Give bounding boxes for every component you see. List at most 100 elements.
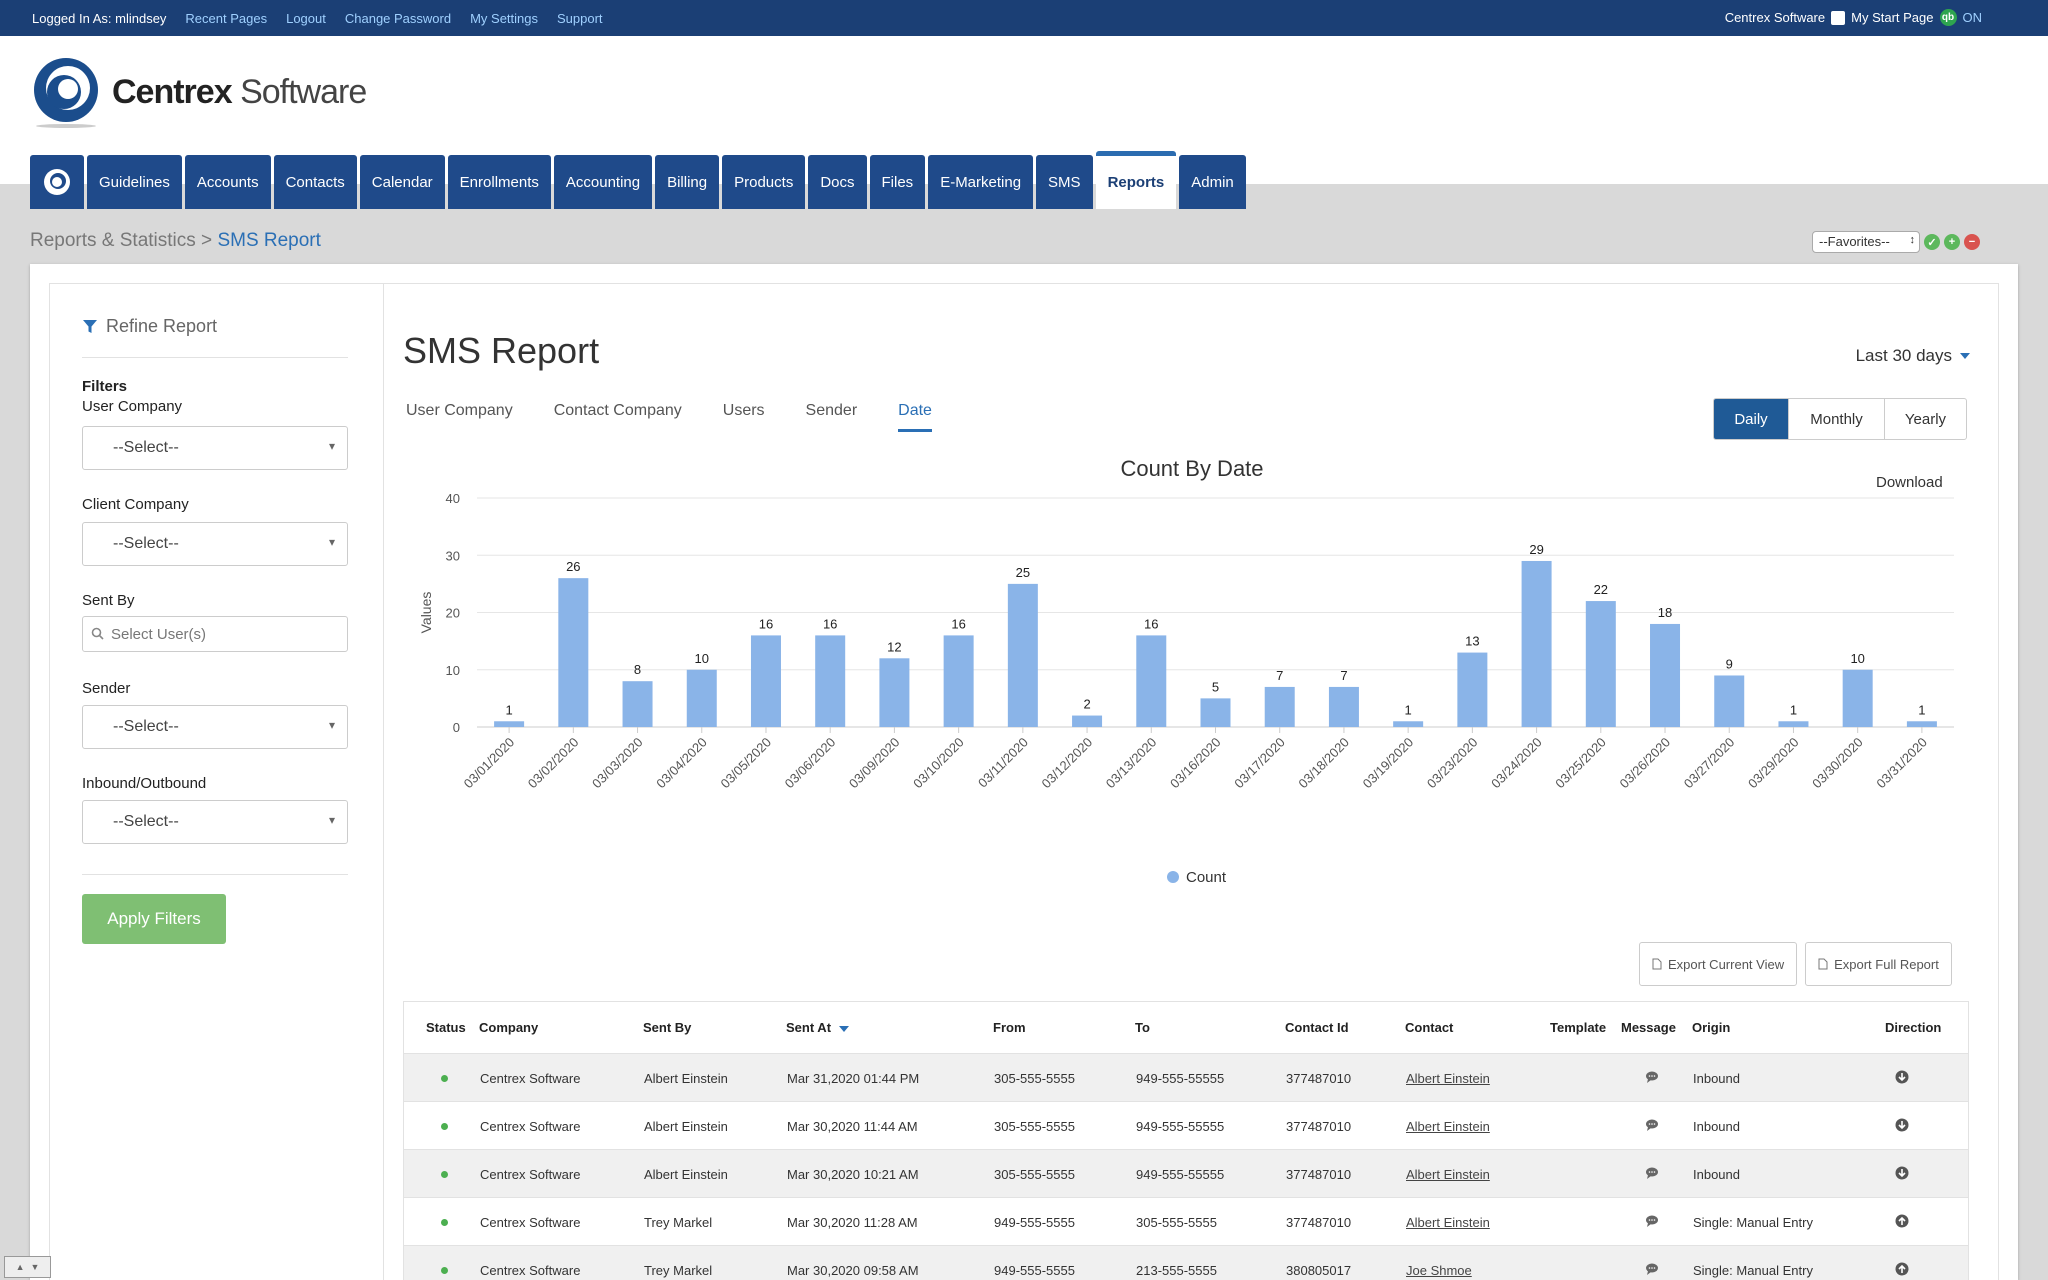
tab-products[interactable]: Products: [722, 155, 806, 209]
col-template[interactable]: Template: [1550, 1020, 1607, 1035]
bar[interactable]: [815, 635, 846, 727]
export-full-report-button[interactable]: Export Full Report: [1805, 942, 1952, 986]
tab-reports[interactable]: Reports: [1095, 151, 1177, 209]
bar[interactable]: [1200, 698, 1231, 727]
col-contact[interactable]: Contact: [1405, 1020, 1454, 1035]
col-contact-id[interactable]: Contact Id: [1285, 1020, 1349, 1035]
col-direction[interactable]: Direction: [1885, 1020, 1942, 1035]
bar[interactable]: [1136, 635, 1167, 727]
table-row[interactable]: Centrex Software Albert Einstein Mar 30,20…: [404, 1150, 1968, 1198]
cell-contact[interactable]: Albert Einstein: [1406, 1215, 1490, 1230]
add-favorite-icon[interactable]: +: [1944, 234, 1960, 250]
tab-calendar[interactable]: Calendar: [359, 155, 445, 209]
bar[interactable]: [1714, 675, 1745, 727]
export-buttons: Export Current View Export Full Report: [1639, 942, 1952, 986]
tab-enrollments[interactable]: Enrollments: [447, 155, 551, 209]
message-icon[interactable]: [1645, 1166, 1659, 1180]
download-button[interactable]: Download: [1876, 474, 1943, 491]
bar[interactable]: [1906, 721, 1937, 727]
export-current-view-button[interactable]: Export Current View: [1639, 942, 1798, 986]
apply-filters-button[interactable]: Apply Filters: [82, 894, 226, 944]
tab-contact-company[interactable]: Contact Company: [553, 402, 682, 419]
col-sent-by[interactable]: Sent By: [643, 1020, 692, 1035]
bar[interactable]: [1457, 652, 1488, 727]
bar[interactable]: [943, 635, 974, 727]
message-icon[interactable]: [1645, 1118, 1659, 1132]
bar[interactable]: [1650, 623, 1681, 727]
period-monthly-button[interactable]: Monthly: [1788, 399, 1884, 439]
bar[interactable]: [879, 658, 910, 727]
bar[interactable]: [1585, 601, 1616, 727]
support-link[interactable]: Support: [557, 11, 603, 26]
bar[interactable]: [750, 635, 781, 727]
col-from[interactable]: From: [993, 1020, 1026, 1035]
scroll-toggle-button[interactable]: ▲ ▼: [4, 1256, 51, 1278]
bar[interactable]: [1778, 721, 1809, 727]
qb-status[interactable]: ON: [1962, 10, 1983, 25]
table-row[interactable]: Centrex Software Trey Markel Mar 30,2020 0…: [404, 1246, 1968, 1280]
cell-contact[interactable]: Albert Einstein: [1406, 1119, 1490, 1134]
col-sent-at[interactable]: Sent At: [786, 1020, 850, 1035]
tab-e-marketing[interactable]: E-Marketing: [928, 155, 1034, 209]
direction-select[interactable]: --Select--: [82, 800, 348, 844]
table-row[interactable]: Centrex Software Albert Einstein Mar 30,20…: [404, 1102, 1968, 1150]
tab-files[interactable]: Files: [869, 155, 926, 209]
user-company-select[interactable]: --Select--: [82, 426, 348, 470]
bar[interactable]: [494, 721, 525, 727]
bar[interactable]: [1007, 583, 1038, 727]
table-row[interactable]: Centrex Software Trey Markel Mar 30,2020 1…: [404, 1198, 1968, 1246]
bar[interactable]: [622, 681, 653, 727]
table-row[interactable]: Centrex Software Albert Einstein Mar 31,20…: [404, 1054, 1968, 1102]
tab-guidelines[interactable]: Guidelines: [87, 155, 182, 209]
col-company[interactable]: Company: [479, 1020, 539, 1035]
sender-select[interactable]: --Select--: [82, 705, 348, 749]
client-company-select[interactable]: --Select--: [82, 522, 348, 566]
message-icon[interactable]: [1645, 1214, 1659, 1228]
period-yearly-button[interactable]: Yearly: [1884, 399, 1966, 439]
bar[interactable]: [1328, 686, 1359, 727]
tab-accounting[interactable]: Accounting: [553, 155, 653, 209]
tab-home[interactable]: [30, 155, 84, 209]
cell-contact[interactable]: Albert Einstein: [1406, 1071, 1490, 1086]
period-daily-button[interactable]: Daily: [1714, 399, 1788, 439]
check-icon[interactable]: ✓: [1924, 234, 1940, 250]
tab-user-company[interactable]: User Company: [406, 402, 513, 419]
tab-admin[interactable]: Admin: [1179, 155, 1246, 209]
bar[interactable]: [1842, 669, 1873, 727]
bar[interactable]: [558, 578, 589, 727]
breadcrumb-parent[interactable]: Reports & Statistics: [30, 230, 196, 251]
tab-docs[interactable]: Docs: [808, 155, 867, 209]
bar[interactable]: [1072, 715, 1103, 727]
tab-sms[interactable]: SMS: [1036, 155, 1093, 209]
bar[interactable]: [686, 669, 717, 727]
start-page-checkbox[interactable]: [1831, 10, 1846, 25]
tab-accounts[interactable]: Accounts: [184, 155, 271, 209]
bar[interactable]: [1393, 721, 1424, 727]
tab-contacts[interactable]: Contacts: [273, 155, 357, 209]
logout-link[interactable]: Logout: [286, 11, 326, 26]
tab-billing[interactable]: Billing: [655, 155, 720, 209]
change-password-link[interactable]: Change Password: [344, 11, 452, 26]
logo[interactable]: Centrex Software: [30, 56, 367, 128]
col-to[interactable]: To: [1135, 1020, 1150, 1035]
main-nav: Guidelines Accounts Contacts Calendar En…: [30, 151, 1246, 209]
legend-label[interactable]: Count: [1186, 869, 1227, 886]
remove-favorite-icon[interactable]: −: [1964, 234, 1980, 250]
quickbooks-icon[interactable]: qb: [1939, 9, 1957, 26]
bar[interactable]: [1264, 686, 1295, 727]
tab-date[interactable]: Date: [898, 402, 932, 432]
message-icon[interactable]: [1645, 1262, 1659, 1276]
tab-users[interactable]: Users: [722, 402, 765, 419]
cell-contact[interactable]: Albert Einstein: [1406, 1167, 1490, 1182]
date-range-dropdown[interactable]: Last 30 days: [1856, 346, 1970, 366]
cell-contact[interactable]: Joe Shmoe: [1406, 1263, 1472, 1278]
my-settings-link[interactable]: My Settings: [470, 11, 539, 26]
bar[interactable]: [1521, 560, 1552, 727]
favorites-select[interactable]: --Favorites--: [1812, 231, 1920, 253]
col-origin[interactable]: Origin: [1692, 1020, 1731, 1035]
tab-sender[interactable]: Sender: [805, 402, 858, 419]
sent-by-input[interactable]: Select User(s): [82, 616, 348, 652]
message-icon[interactable]: [1645, 1070, 1659, 1084]
recent-pages-link[interactable]: Recent Pages: [185, 11, 268, 26]
col-message[interactable]: Message: [1621, 1020, 1676, 1035]
